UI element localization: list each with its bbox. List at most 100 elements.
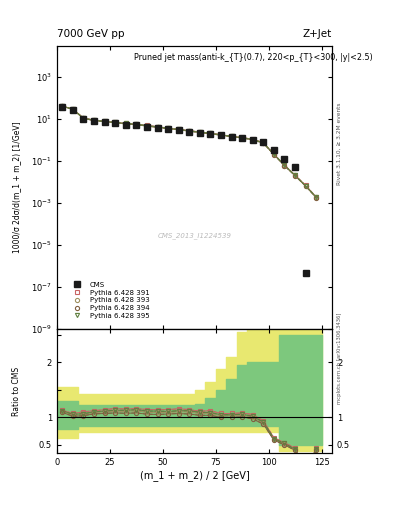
Pythia 6.428 391 [113, 119, 118, 125]
CMS [155, 125, 160, 131]
Pythia 6.428 395 [282, 162, 287, 168]
Legend: CMS, Pythia 6.428 391, Pythia 6.428 393, Pythia 6.428 394, Pythia 6.428 395: CMS, Pythia 6.428 391, Pythia 6.428 393,… [66, 281, 151, 320]
Pythia 6.428 393 [240, 135, 244, 141]
Pythia 6.428 391 [219, 132, 223, 138]
CMS [240, 135, 244, 141]
CMS [92, 118, 96, 124]
Pythia 6.428 395 [123, 120, 128, 126]
Line: Pythia 6.428 393: Pythia 6.428 393 [60, 104, 318, 199]
Pythia 6.428 394 [314, 195, 319, 201]
Pythia 6.428 394 [282, 163, 287, 169]
Pythia 6.428 391 [293, 172, 298, 178]
CMS [187, 129, 192, 135]
Pythia 6.428 395 [272, 151, 276, 157]
Pythia 6.428 393 [155, 124, 160, 130]
Pythia 6.428 391 [155, 123, 160, 130]
Pythia 6.428 395 [134, 121, 139, 127]
Pythia 6.428 393 [197, 129, 202, 135]
CMS [113, 120, 118, 126]
Pythia 6.428 394 [272, 152, 276, 158]
Pythia 6.428 391 [187, 127, 192, 134]
CMS [208, 131, 213, 137]
Pythia 6.428 394 [134, 122, 139, 128]
Pythia 6.428 395 [250, 137, 255, 143]
Pythia 6.428 393 [272, 152, 276, 158]
Pythia 6.428 393 [81, 115, 86, 121]
Pythia 6.428 395 [314, 194, 319, 200]
Pythia 6.428 393 [250, 137, 255, 143]
Text: Rivet 3.1.10, ≥ 3.2M events: Rivet 3.1.10, ≥ 3.2M events [337, 102, 342, 185]
CMS [102, 119, 107, 125]
X-axis label: (m_1 + m_2) / 2 [GeV]: (m_1 + m_2) / 2 [GeV] [140, 470, 250, 481]
CMS [303, 269, 308, 275]
Pythia 6.428 393 [134, 121, 139, 127]
Pythia 6.428 394 [250, 137, 255, 143]
Pythia 6.428 395 [70, 106, 75, 112]
Pythia 6.428 393 [113, 119, 118, 125]
Pythia 6.428 391 [81, 115, 86, 121]
Line: CMS: CMS [59, 104, 309, 275]
Text: CMS_2013_I1224539: CMS_2013_I1224539 [158, 232, 231, 239]
Pythia 6.428 391 [282, 162, 287, 168]
Pythia 6.428 395 [176, 126, 181, 133]
Pythia 6.428 394 [261, 140, 266, 146]
Pythia 6.428 395 [155, 124, 160, 130]
CMS [166, 126, 171, 132]
Pythia 6.428 393 [282, 162, 287, 168]
CMS [293, 164, 298, 170]
Pythia 6.428 393 [219, 132, 223, 138]
Pythia 6.428 391 [229, 133, 234, 139]
Pythia 6.428 395 [293, 173, 298, 179]
Pythia 6.428 391 [60, 103, 64, 109]
Pythia 6.428 393 [70, 106, 75, 113]
Text: Pruned jet mass(anti-k_{T}(0.7), 220<p_{T}<300, |y|<2.5): Pruned jet mass(anti-k_{T}(0.7), 220<p_{… [134, 53, 373, 62]
Pythia 6.428 391 [176, 126, 181, 132]
Pythia 6.428 394 [155, 124, 160, 131]
CMS [229, 134, 234, 140]
Pythia 6.428 395 [92, 117, 96, 123]
Pythia 6.428 395 [219, 132, 223, 138]
Pythia 6.428 395 [240, 135, 244, 141]
Pythia 6.428 393 [208, 131, 213, 137]
Pythia 6.428 395 [145, 122, 149, 129]
Pythia 6.428 394 [176, 127, 181, 133]
Pythia 6.428 394 [303, 183, 308, 189]
Text: mcplots.cern.ch [arXiv:1306.3436]: mcplots.cern.ch [arXiv:1306.3436] [337, 313, 342, 404]
Pythia 6.428 393 [92, 117, 96, 123]
Pythia 6.428 391 [250, 136, 255, 142]
Pythia 6.428 395 [166, 125, 171, 132]
Pythia 6.428 391 [123, 120, 128, 126]
Pythia 6.428 394 [81, 115, 86, 121]
Pythia 6.428 395 [208, 130, 213, 136]
Pythia 6.428 393 [261, 140, 266, 146]
Pythia 6.428 395 [303, 183, 308, 189]
Pythia 6.428 394 [70, 106, 75, 113]
Pythia 6.428 394 [113, 120, 118, 126]
Pythia 6.428 394 [92, 118, 96, 124]
Pythia 6.428 391 [240, 134, 244, 140]
CMS [219, 132, 223, 138]
Pythia 6.428 394 [293, 173, 298, 179]
Pythia 6.428 391 [197, 129, 202, 135]
Pythia 6.428 391 [272, 151, 276, 157]
Pythia 6.428 391 [70, 106, 75, 112]
Pythia 6.428 395 [102, 118, 107, 124]
Line: Pythia 6.428 395: Pythia 6.428 395 [60, 104, 318, 199]
Pythia 6.428 395 [81, 115, 86, 121]
Pythia 6.428 393 [102, 118, 107, 124]
Pythia 6.428 393 [166, 125, 171, 132]
CMS [134, 122, 139, 129]
Pythia 6.428 395 [113, 119, 118, 125]
Pythia 6.428 394 [187, 128, 192, 134]
Pythia 6.428 391 [166, 125, 171, 131]
Pythia 6.428 394 [145, 123, 149, 129]
Pythia 6.428 393 [60, 103, 64, 109]
Pythia 6.428 394 [102, 119, 107, 125]
Pythia 6.428 395 [197, 129, 202, 135]
Pythia 6.428 391 [303, 182, 308, 188]
CMS [250, 137, 255, 143]
Pythia 6.428 394 [208, 131, 213, 137]
Text: Z+Jet: Z+Jet [303, 29, 332, 39]
CMS [197, 130, 202, 136]
Pythia 6.428 393 [187, 128, 192, 134]
